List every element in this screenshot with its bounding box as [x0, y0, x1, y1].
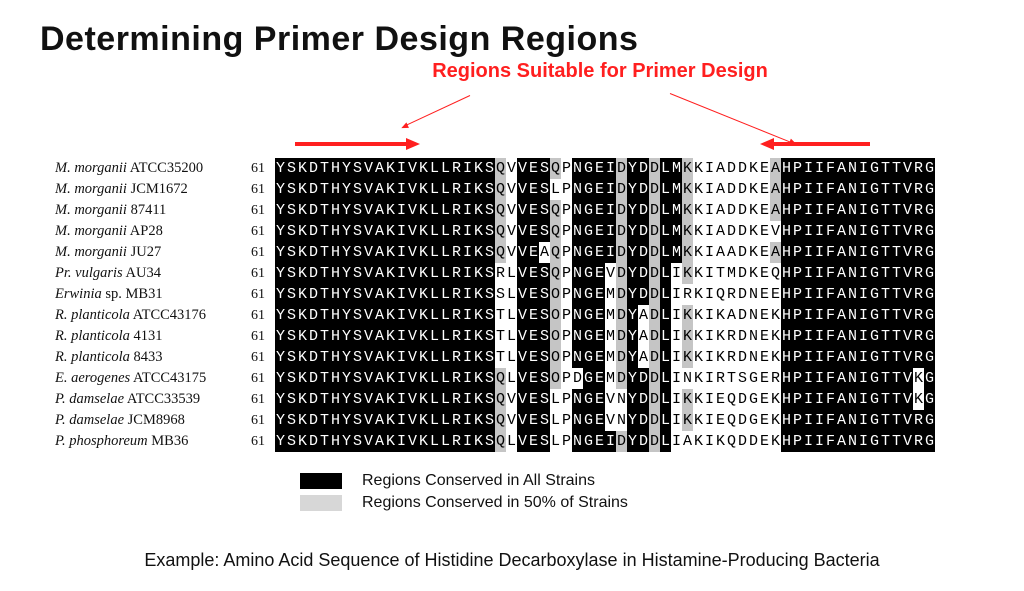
sequence: YSKDTHYSVAKIVKLLRIKSQVVESQPNGEIDYDDLMKKI…: [275, 200, 935, 221]
sequence: YSKDTHYSVAKIVKLLRIKSQVVEAQPNGEIDYDDLMKKI…: [275, 242, 935, 263]
species-label: M. morganii JCM1672: [55, 179, 230, 200]
legend-label-grey: Regions Conserved in 50% of Strains: [362, 494, 628, 512]
start-position: 61: [230, 242, 275, 263]
start-position: 61: [230, 368, 275, 389]
alignment-block: M. morganii ATCC3520061YSKDTHYSVAKIVKLLR…: [55, 158, 975, 452]
alignment-row: P. damselae ATCC3353961YSKDTHYSVAKIVKLLR…: [55, 389, 975, 410]
start-position: 61: [230, 389, 275, 410]
legend-row-partial: Regions Conserved in 50% of Strains: [300, 492, 628, 514]
alignment-row: R. planticola ATCC4317661YSKDTHYSVAKIVKL…: [55, 305, 975, 326]
sequence: YSKDTHYSVAKIVKLLRIKSQVVESLPNGEVNYDDLIKKI…: [275, 410, 935, 431]
species-label: E. aerogenes ATCC43175: [55, 368, 230, 389]
legend-row-conserved: Regions Conserved in All Strains: [300, 470, 628, 492]
legend: Regions Conserved in All Strains Regions…: [300, 470, 628, 514]
swatch-black: [300, 473, 342, 489]
block-arrow-left: [295, 142, 410, 146]
start-position: 61: [230, 263, 275, 284]
species-label: R. planticola ATCC43176: [55, 305, 230, 326]
sequence: YSKDTHYSVAKIVKLLRIKSQVVESQPNGEIDYDDLMKKI…: [275, 221, 935, 242]
alignment-row: M. morganii ATCC3520061YSKDTHYSVAKIVKLLR…: [55, 158, 975, 179]
species-label: Pr. vulgaris AU34: [55, 263, 230, 284]
caption: Example: Amino Acid Sequence of Histidin…: [0, 550, 1024, 571]
start-position: 61: [230, 284, 275, 305]
arrow-layer: [0, 90, 1024, 160]
alignment-row: R. planticola 413161YSKDTHYSVAKIVKLLRIKS…: [55, 326, 975, 347]
sequence: YSKDTHYSVAKIVKLLRIKSTLVESOPNGEMDYADLIKKI…: [275, 347, 935, 368]
alignment-row: P. phosphoreum MB3661YSKDTHYSVAKIVKLLRIK…: [55, 431, 975, 452]
start-position: 61: [230, 347, 275, 368]
species-label: P. damselae ATCC33539: [55, 389, 230, 410]
alignment-row: M. morganii AP2861YSKDTHYSVAKIVKLLRIKSQV…: [55, 221, 975, 242]
sequence: YSKDTHYSVAKIVKLLRIKSQVVESQPNGEIDYDDLMKKI…: [275, 158, 935, 179]
species-label: P. damselae JCM8968: [55, 410, 230, 431]
swatch-grey: [300, 495, 342, 511]
primer-region-label: Regions Suitable for Primer Design: [360, 60, 840, 83]
alignment-row: M. morganii 8741161YSKDTHYSVAKIVKLLRIKSQ…: [55, 200, 975, 221]
alignment-row: P. damselae JCM896861YSKDTHYSVAKIVKLLRIK…: [55, 410, 975, 431]
alignment-row: Erwinia sp. MB3161YSKDTHYSVAKIVKLLRIKSSL…: [55, 284, 975, 305]
species-label: M. morganii AP28: [55, 221, 230, 242]
species-label: P. phosphoreum MB36: [55, 431, 230, 452]
start-position: 61: [230, 305, 275, 326]
sequence: YSKDTHYSVAKIVKLLRIKSQVVESLPNGEVNYDDLIKKI…: [275, 389, 935, 410]
alignment-row: Pr. vulgaris AU3461YSKDTHYSVAKIVKLLRIKSR…: [55, 263, 975, 284]
thin-arrow-right: [670, 93, 791, 143]
alignment-row: R. planticola 843361YSKDTHYSVAKIVKLLRIKS…: [55, 347, 975, 368]
sequence: YSKDTHYSVAKIVKLLRIKSRLVESQPNGEVDYDDLIKKI…: [275, 263, 935, 284]
start-position: 61: [230, 410, 275, 431]
sequence: YSKDTHYSVAKIVKLLRIKSSLVESOPNGEMDYDDLIRKI…: [275, 284, 935, 305]
alignment-row: M. morganii JU2761YSKDTHYSVAKIVKLLRIKSQV…: [55, 242, 975, 263]
sequence: YSKDTHYSVAKIVKLLRIKSQVVESLPNGEIDYDDLMKKI…: [275, 179, 935, 200]
start-position: 61: [230, 326, 275, 347]
start-position: 61: [230, 200, 275, 221]
start-position: 61: [230, 431, 275, 452]
start-position: 61: [230, 221, 275, 242]
species-label: R. planticola 4131: [55, 326, 230, 347]
sequence: YSKDTHYSVAKIVKLLRIKSQLVESLPNGEIDYDDLIAKI…: [275, 431, 935, 452]
species-label: Erwinia sp. MB31: [55, 284, 230, 305]
block-arrow-right: [770, 142, 870, 146]
sequence: YSKDTHYSVAKIVKLLRIKSTLVESOPNGEMDYADLIKKI…: [275, 326, 935, 347]
sequence: YSKDTHYSVAKIVKLLRIKSTLVESOPNGEMDYADLIKKI…: [275, 305, 935, 326]
page-title: Determining Primer Design Regions: [40, 20, 994, 59]
thin-arrow-left: [406, 95, 470, 125]
species-label: M. morganii JU27: [55, 242, 230, 263]
page: Determining Primer Design Regions Region…: [0, 0, 1024, 591]
start-position: 61: [230, 179, 275, 200]
start-position: 61: [230, 158, 275, 179]
species-label: M. morganii ATCC35200: [55, 158, 230, 179]
species-label: M. morganii 87411: [55, 200, 230, 221]
alignment-row: E. aerogenes ATCC4317561YSKDTHYSVAKIVKLL…: [55, 368, 975, 389]
species-label: R. planticola 8433: [55, 347, 230, 368]
alignment-row: M. morganii JCM167261YSKDTHYSVAKIVKLLRIK…: [55, 179, 975, 200]
sequence: YSKDTHYSVAKIVKLLRIKSQLVESOPDGEMDYDDLINKI…: [275, 368, 935, 389]
legend-label-black: Regions Conserved in All Strains: [362, 472, 595, 490]
